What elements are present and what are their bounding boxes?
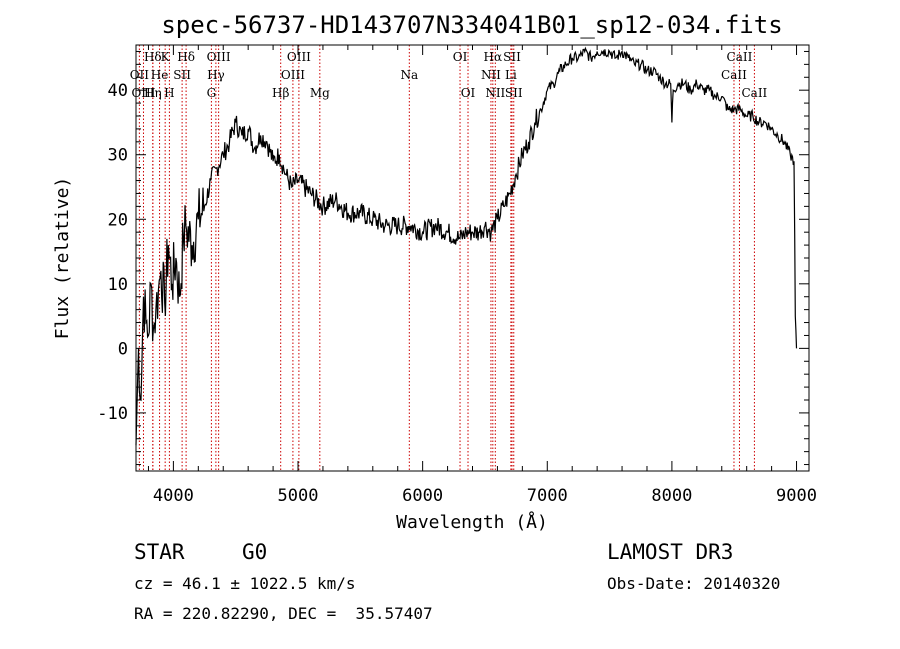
y-axis-label: Flux (relative): [52, 177, 73, 340]
y-axis-ticks: -10 0 10 20 30 40: [97, 50, 809, 466]
spectral-line-label: He: [151, 68, 169, 82]
spectral-line-label: G: [207, 86, 217, 100]
spectral-line-label: SII: [505, 86, 523, 100]
spectral-line-label: Hγ: [207, 68, 225, 82]
coordinates: RA = 220.82290, DEC = 35.57407: [134, 604, 433, 623]
y-tick-label: 10: [108, 275, 128, 295]
spectral-line-label: Hα: [484, 50, 503, 64]
spectral-line-label: OIII: [281, 68, 305, 82]
y-tick-label: 30: [108, 146, 128, 166]
spectral-line-label: CaII: [721, 68, 747, 82]
spectral-line-markers: [138, 45, 755, 471]
spectral-line-label: SII: [173, 68, 191, 82]
spectral-line-label: OIII: [131, 86, 155, 100]
spectral-line-label: Na: [400, 68, 418, 82]
y-tick-label: 20: [108, 210, 128, 230]
spectral-line-label: Hη: [144, 86, 162, 100]
spectral-line-label: NII: [485, 86, 505, 100]
spectral-line-label: OIII: [287, 50, 311, 64]
y-tick-label: -10: [97, 404, 128, 424]
redshift-cz: cz = 46.1 ± 1022.5 km/s: [134, 574, 356, 593]
plot-frame: [135, 44, 810, 472]
x-axis-label: Wavelength (Å): [396, 511, 548, 533]
x-tick-label: 6000: [402, 486, 443, 506]
object-subclass: G0: [242, 540, 268, 564]
spectral-line-label: OIII: [207, 50, 231, 64]
chart-title: spec-56737-HD143707N334041B01_sp12-034.f…: [161, 11, 782, 39]
x-tick-label: 8000: [651, 486, 692, 506]
spectral-line-label: H: [164, 86, 174, 100]
survey-name: LAMOST DR3: [607, 540, 734, 564]
object-class: STAR: [134, 540, 185, 564]
observation-date: Obs-Date: 20140320: [607, 574, 781, 593]
spectral-line-label: Hδ: [177, 50, 195, 64]
x-tick-label: 5000: [278, 486, 319, 506]
x-tick-label: 4000: [153, 486, 194, 506]
spectral-line-label: OII: [130, 68, 150, 82]
y-tick-label: 0: [118, 339, 128, 359]
x-axis-ticks: 4000 5000 6000 7000 8000 9000: [147, 45, 817, 506]
spectral-line-label: Mg: [310, 86, 330, 100]
spectral-line-label: NII: [481, 68, 501, 82]
spectral-line-label: SII: [503, 50, 521, 64]
x-tick-label: 7000: [527, 486, 568, 506]
spectral-line-label: CaII: [727, 50, 753, 64]
spectral-line-label: K: [161, 50, 171, 64]
spectral-line-label: CaII: [741, 86, 767, 100]
spectral-line-label: Li: [505, 68, 517, 82]
spectral-line-label: OI: [453, 50, 468, 64]
x-tick-label: 9000: [776, 486, 817, 506]
spectral-line-label: Hβ: [272, 86, 289, 100]
flux-series-line: [135, 46, 798, 446]
spectral-line-label: OI: [461, 86, 476, 100]
y-tick-label: 40: [108, 81, 128, 101]
spectral-line-label: Hδ: [144, 50, 162, 64]
